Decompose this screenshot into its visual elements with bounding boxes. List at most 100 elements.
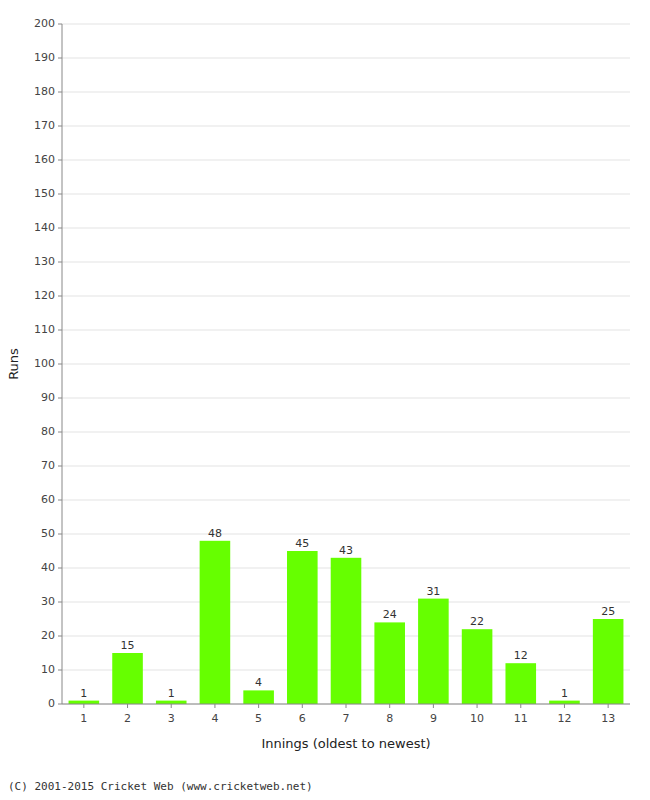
y-tick (58, 262, 62, 263)
bars (69, 541, 624, 704)
x-tick-label: 6 (299, 712, 306, 725)
y-tick-label: 40 (41, 561, 55, 574)
x-tick-label: 3 (168, 712, 175, 725)
y-axis: 0102030405060708090100110120130140150160… (34, 17, 62, 710)
y-tick-label: 110 (34, 323, 55, 336)
grid-line (62, 466, 630, 467)
data-label: 15 (121, 639, 135, 652)
y-tick-label: 90 (41, 391, 55, 404)
x-tick-label: 8 (386, 712, 393, 725)
y-axis-title: Runs (6, 348, 21, 380)
y-tick-label: 30 (41, 595, 55, 608)
y-tick (58, 364, 62, 365)
y-tick-label: 10 (41, 663, 55, 676)
y-tick (58, 126, 62, 127)
y-grid (62, 24, 630, 704)
bar (112, 653, 143, 704)
data-label: 25 (601, 605, 615, 618)
y-tick-label: 130 (34, 255, 55, 268)
data-label: 22 (470, 615, 484, 628)
y-tick (58, 636, 62, 637)
x-tick (171, 704, 172, 708)
y-tick (58, 58, 62, 59)
grid-line (62, 126, 630, 127)
data-label: 48 (208, 527, 222, 540)
y-tick (58, 534, 62, 535)
footer-note: (C) 2001-2015 Cricket Web (www.cricketwe… (8, 780, 313, 793)
y-tick-label: 170 (34, 119, 55, 132)
grid-line (62, 500, 630, 501)
y-tick-label: 60 (41, 493, 55, 506)
bar (374, 622, 405, 704)
bar (593, 619, 624, 704)
x-tick-label: 4 (211, 712, 218, 725)
data-label: 1 (168, 687, 175, 700)
y-tick (58, 500, 62, 501)
x-tick-label: 10 (470, 712, 484, 725)
y-tick (58, 398, 62, 399)
bar (549, 701, 580, 704)
y-tick (58, 466, 62, 467)
grid-line (62, 398, 630, 399)
grid-line (62, 92, 630, 93)
x-tick (214, 704, 215, 708)
data-label: 12 (514, 649, 528, 662)
x-tick (608, 704, 609, 708)
grid-line (62, 228, 630, 229)
grid-line (62, 24, 630, 25)
x-tick-label: 12 (557, 712, 571, 725)
x-tick (389, 704, 390, 708)
y-tick-label: 0 (48, 697, 55, 710)
bar (418, 599, 449, 704)
data-label: 31 (426, 585, 440, 598)
x-tick-label: 1 (80, 712, 87, 725)
data-labels: 1151484454324312212125 (80, 527, 615, 700)
y-tick (58, 24, 62, 25)
bar (69, 701, 100, 704)
x-tick (477, 704, 478, 708)
x-tick-label: 9 (430, 712, 437, 725)
data-label: 4 (255, 676, 262, 689)
y-tick-label: 160 (34, 153, 55, 166)
y-tick (58, 704, 62, 705)
y-tick-label: 150 (34, 187, 55, 200)
y-tick-label: 140 (34, 221, 55, 234)
bar (462, 629, 493, 704)
grid-line (62, 262, 630, 263)
bar (331, 558, 362, 704)
y-axis-line (62, 24, 63, 704)
y-tick-label: 20 (41, 629, 55, 642)
chart-container: 0102030405060708090100110120130140150160… (0, 0, 650, 800)
bar (243, 690, 274, 704)
chart-svg: 0102030405060708090100110120130140150160… (0, 0, 650, 800)
y-tick-label: 190 (34, 51, 55, 64)
y-tick-label: 120 (34, 289, 55, 302)
grid-line (62, 296, 630, 297)
y-tick (58, 602, 62, 603)
bar (200, 541, 231, 704)
grid-line (62, 58, 630, 59)
data-label: 1 (561, 687, 568, 700)
grid-line (62, 432, 630, 433)
y-tick (58, 432, 62, 433)
y-tick (58, 670, 62, 671)
y-tick (58, 92, 62, 93)
data-label: 1 (80, 687, 87, 700)
y-tick-label: 70 (41, 459, 55, 472)
x-tick-label: 2 (124, 712, 131, 725)
x-tick (258, 704, 259, 708)
grid-line (62, 330, 630, 331)
data-label: 43 (339, 544, 353, 557)
y-tick (58, 160, 62, 161)
y-tick (58, 228, 62, 229)
y-tick (58, 194, 62, 195)
data-label: 24 (383, 608, 397, 621)
y-tick-label: 180 (34, 85, 55, 98)
x-axis: 12345678910111213 (80, 704, 615, 725)
grid-line (62, 160, 630, 161)
x-tick (564, 704, 565, 708)
grid-line (62, 194, 630, 195)
bar (156, 701, 187, 704)
bar (505, 663, 536, 704)
grid-line (62, 364, 630, 365)
